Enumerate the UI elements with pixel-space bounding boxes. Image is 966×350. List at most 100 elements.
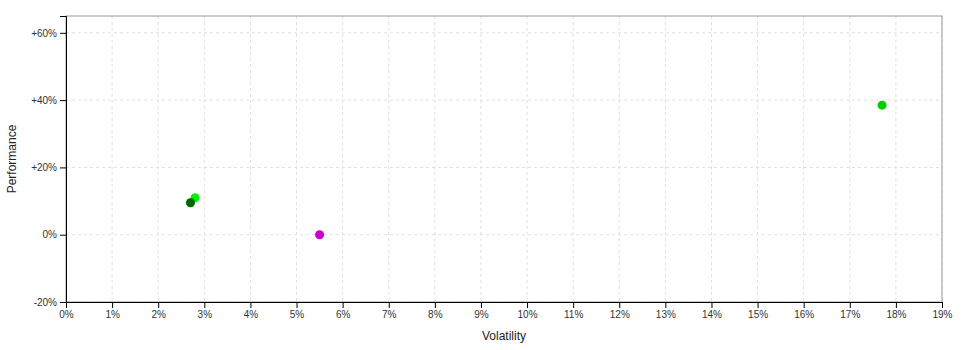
grid-line [204, 16, 205, 302]
x-tick-label: 15% [748, 309, 768, 320]
x-axis-line [67, 303, 943, 309]
grid-line [527, 16, 528, 302]
x-tick-mark [758, 302, 759, 308]
y-tick-mark [60, 235, 66, 236]
x-tick-mark [297, 302, 298, 308]
plot: 0% 1% 2% 3% 4% 5% 6% 7% 8% 9% 10% 11% 12% 13% 14% 15% 16… [5, 16, 953, 343]
x-tick-label: 3% [198, 309, 213, 320]
x-tick-mark [850, 302, 851, 308]
grid-line [573, 16, 574, 302]
grid-line [803, 16, 804, 302]
y-tick-mark [60, 100, 66, 101]
grid-line [342, 16, 343, 302]
x-tick-label: 5% [290, 309, 305, 320]
y-tick-mark [60, 33, 66, 34]
x-tick: 15% [748, 302, 768, 320]
y-axis: -20% 0% +20% +40% +60% [31, 17, 66, 308]
x-tick-mark [204, 302, 205, 308]
x-tick-mark [527, 302, 528, 308]
grid-line [66, 32, 942, 33]
x-tick-mark [158, 302, 159, 308]
x-tick: 1% [105, 302, 120, 320]
y-tick: 0% [43, 229, 66, 240]
grid-line [849, 16, 850, 302]
x-tick: 13% [656, 302, 676, 320]
y-axis-line [60, 17, 67, 303]
x-tick-label: 9% [474, 309, 489, 320]
x-tick-label: 11% [564, 309, 583, 320]
grid-line [296, 16, 297, 302]
x-tick: 6% [336, 302, 351, 320]
x-tick: 7% [382, 302, 397, 320]
x-tick-mark [343, 302, 344, 308]
x-tick-label: 0% [59, 309, 74, 320]
x-tick-mark [711, 302, 712, 308]
points [186, 101, 887, 240]
x-tick-mark [389, 302, 390, 308]
y-tick: +40% [31, 95, 66, 106]
y-grid [66, 33, 942, 302]
x-tick-mark [250, 302, 251, 308]
x-tick-mark [942, 302, 943, 308]
x-tick: 9% [474, 302, 489, 320]
grid-line [112, 16, 113, 302]
x-tick-mark [573, 302, 574, 308]
x-tick: 11% [564, 302, 583, 320]
point [186, 198, 195, 207]
y-tick: +60% [31, 28, 66, 39]
x-tick: 16% [794, 302, 814, 320]
grid-line [388, 16, 389, 302]
grid-line [158, 16, 159, 302]
grid-line [66, 167, 942, 168]
x-tick: 5% [290, 302, 305, 320]
point [878, 101, 887, 110]
x-tick-label: 16% [794, 309, 814, 320]
x-tick: 12% [610, 302, 630, 320]
x-tick-label: 19% [932, 309, 952, 320]
x-axis-title: Volatility [482, 329, 526, 343]
x-tick-mark [619, 302, 620, 308]
x-tick-label: 6% [336, 309, 351, 320]
grid-line [665, 16, 666, 302]
grid-line [434, 16, 435, 302]
chart: 0% 1% 2% 3% 4% 5% 6% 7% 8% 9% 10% 11% 12% 13% 14% 15% 16… [0, 0, 966, 350]
y-axis-title: Performance [5, 124, 19, 193]
x-tick-label: 10% [518, 309, 538, 320]
x-tick-mark [435, 302, 436, 308]
y-tick-label: 0% [43, 229, 58, 240]
x-tick: 8% [428, 302, 443, 320]
grid-line [895, 16, 896, 302]
plot-frame [66, 16, 942, 302]
grid-line [711, 16, 712, 302]
grid-line [66, 234, 942, 235]
x-tick: 17% [840, 302, 860, 320]
x-tick: 4% [244, 302, 259, 320]
x-tick-label: 18% [886, 309, 906, 320]
y-tick-label: +40% [31, 95, 57, 106]
point [315, 230, 324, 239]
x-tick-mark [896, 302, 897, 308]
y-tick-mark [60, 167, 66, 168]
grid-line [66, 100, 942, 101]
x-tick: 18% [886, 302, 906, 320]
x-tick: 2% [151, 302, 166, 320]
x-tick: 10% [518, 302, 538, 320]
y-tick: -20% [34, 297, 66, 308]
x-tick: 3% [198, 302, 213, 320]
x-tick-label: 2% [151, 309, 166, 320]
x-tick: 19% [932, 302, 952, 320]
x-tick-label: 8% [428, 309, 443, 320]
x-tick-label: 1% [105, 309, 120, 320]
x-grid [66, 16, 942, 302]
x-tick-mark [112, 302, 113, 308]
x-tick-label: 4% [244, 309, 259, 320]
x-tick: 14% [702, 302, 722, 320]
grid-line [757, 16, 758, 302]
x-tick-mark [481, 302, 482, 308]
x-tick-label: 7% [382, 309, 397, 320]
x-tick-label: 13% [656, 309, 676, 320]
x-tick-label: 12% [610, 309, 630, 320]
x-axis: 0% 1% 2% 3% 4% 5% 6% 7% 8% 9% 10% 11% 12% 13% 14% 15% 16… [59, 302, 952, 320]
y-tick-label: +20% [31, 162, 57, 173]
grid-line [250, 16, 251, 302]
